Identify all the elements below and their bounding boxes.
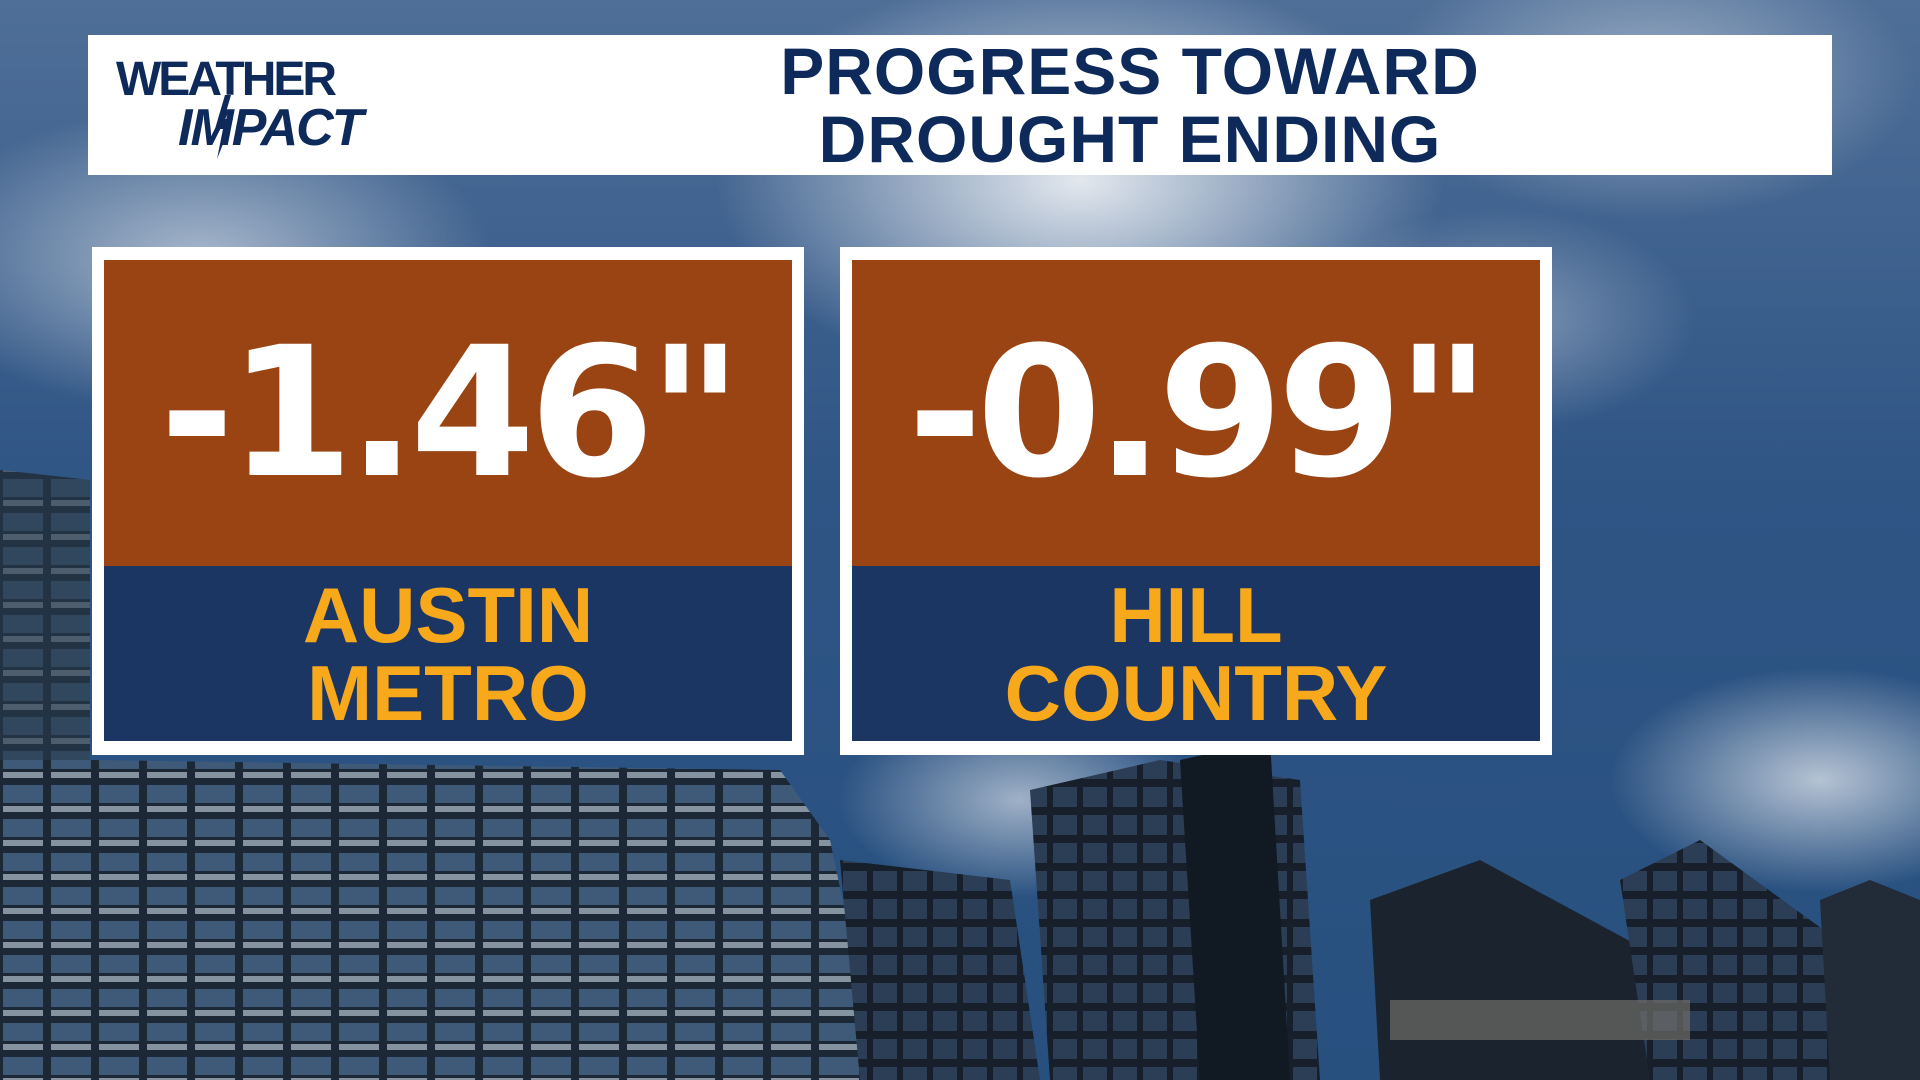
page-title: PROGRESS TOWARD DROUGHT ENDING bbox=[488, 35, 1772, 175]
rainfall-deficit-value: -0.99" bbox=[852, 260, 1540, 566]
header-banner: WEATHER IMPACT PROGRESS TOWARD DROUGHT E… bbox=[88, 35, 1832, 175]
rainfall-deficit-value: -1.46" bbox=[104, 260, 792, 566]
region-label: HILL COUNTRY bbox=[852, 566, 1540, 741]
region-label: AUSTIN METRO bbox=[104, 566, 792, 741]
title-line-1: PROGRESS TOWARD bbox=[780, 34, 1480, 108]
logo-line-2: IMPACT bbox=[178, 99, 363, 157]
region-label-line-1: HILL bbox=[1109, 570, 1283, 659]
region-label-line-1: AUSTIN bbox=[302, 570, 594, 659]
hill-country-card: -0.99" HILL COUNTRY bbox=[840, 247, 1552, 755]
region-label-line-2: COUNTRY bbox=[1004, 648, 1388, 737]
region-label-line-2: METRO bbox=[307, 648, 589, 737]
austin-metro-card: -1.46" AUSTIN METRO bbox=[92, 247, 804, 755]
title-line-2: DROUGHT ENDING bbox=[818, 102, 1442, 176]
lightning-bolt-icon bbox=[215, 95, 233, 159]
weather-impact-logo: WEATHER IMPACT bbox=[116, 55, 446, 175]
